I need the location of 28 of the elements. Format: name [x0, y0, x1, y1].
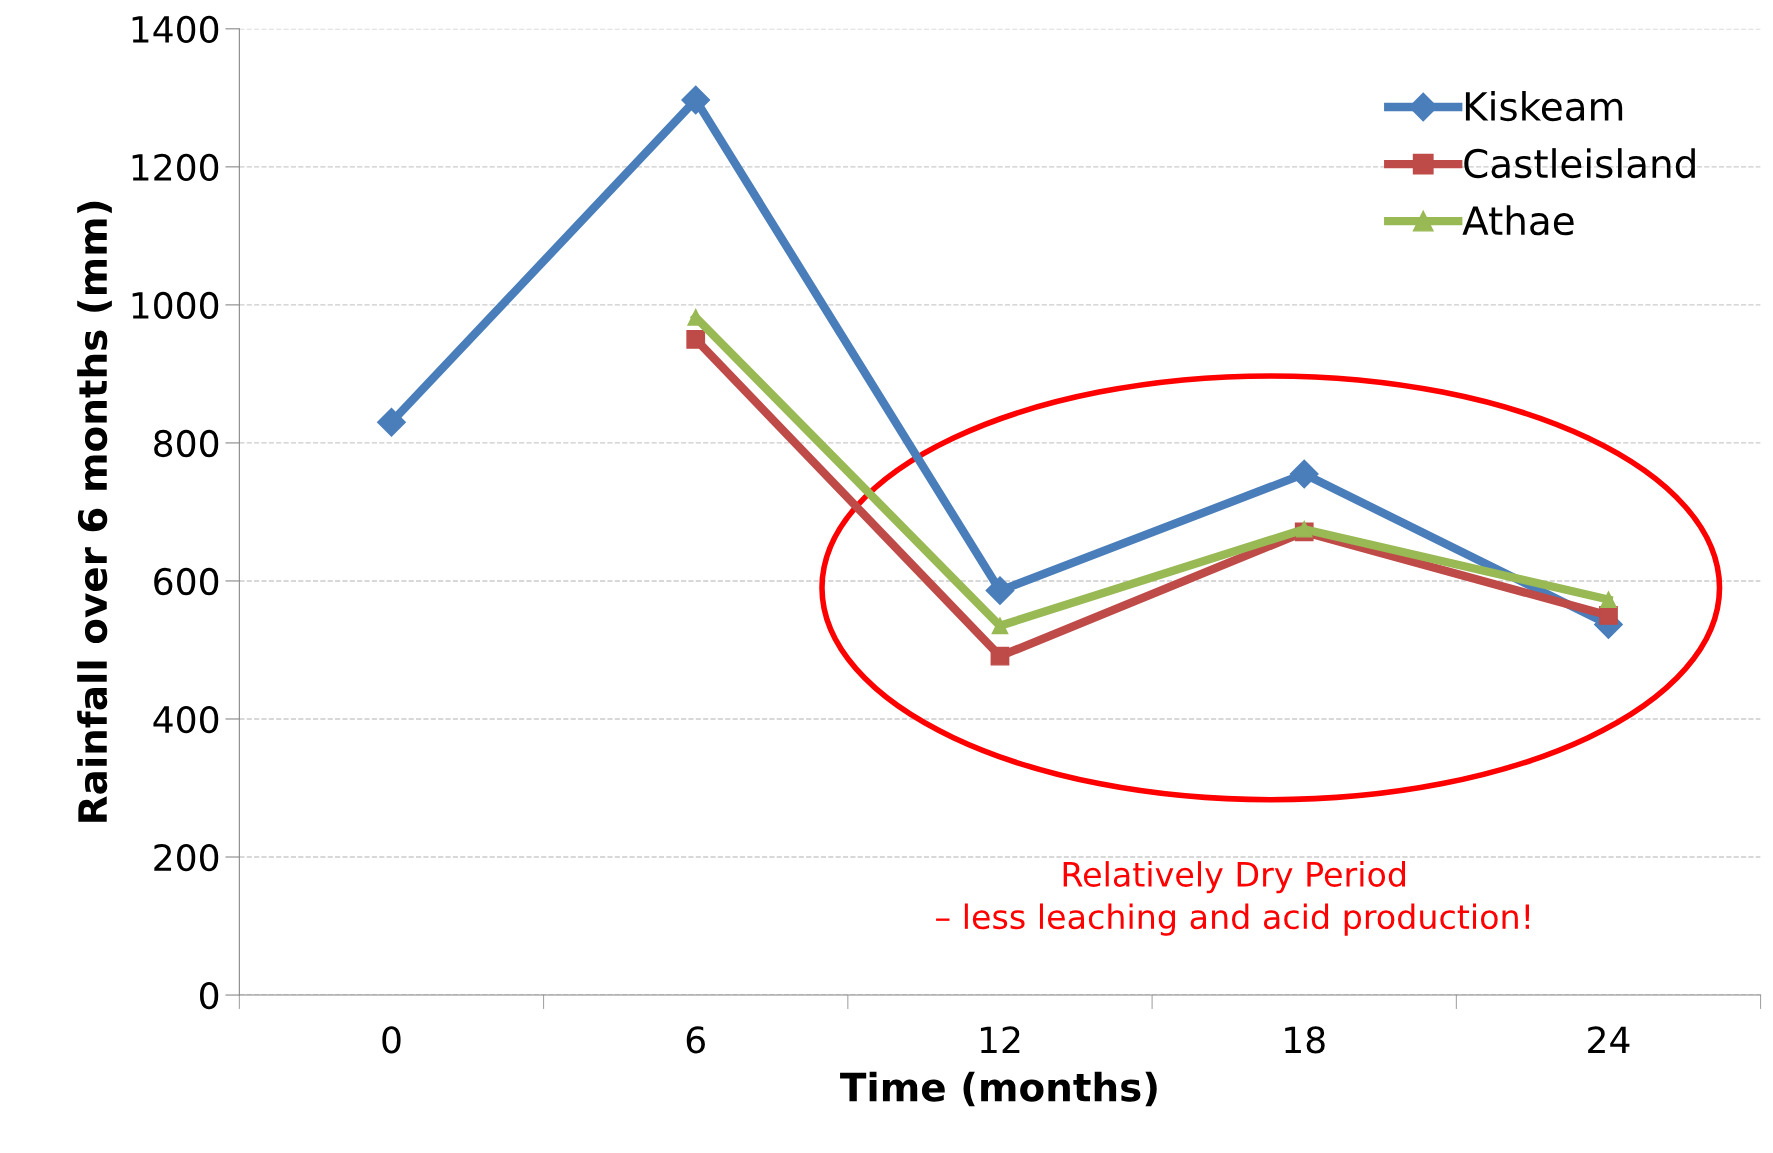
point	[1599, 606, 1618, 625]
y-tick-label: 400	[153, 705, 219, 734]
y-tick-label: 0	[200, 981, 219, 1010]
x-tick-label: 6	[686, 1026, 705, 1054]
x-tick-label: 24	[1588, 1026, 1630, 1054]
point	[686, 330, 706, 349]
y-tick-label: 200	[154, 843, 219, 872]
x-tick-label: 18	[1285, 1026, 1325, 1054]
y-tick-label: 1400	[132, 15, 219, 44]
y-tick-label: 1200	[132, 153, 219, 182]
legend-label: Castleisland	[1464, 148, 1695, 179]
point	[681, 85, 711, 115]
x-tick-label: 12	[980, 1026, 1020, 1054]
legend-label: Kiskeam	[1465, 91, 1623, 122]
y-axis-title: Rainfall over 6 months (mm)	[77, 201, 112, 822]
point	[991, 617, 1009, 635]
legend-label: Athae	[1462, 205, 1574, 236]
point	[990, 646, 1010, 666]
point	[985, 576, 1015, 606]
point	[1289, 459, 1319, 489]
point	[377, 407, 406, 437]
point	[1600, 591, 1617, 608]
y-tick-label: 1000	[132, 291, 219, 320]
x-tick-label: 0	[382, 1026, 401, 1054]
x-axis-title: Time (months)	[840, 1071, 1157, 1107]
annotation: Relatively Dry Period – less leaching and acid production!	[936, 861, 1529, 936]
y-tick-label: 600	[154, 567, 219, 596]
y-tick-label: 800	[154, 429, 219, 458]
